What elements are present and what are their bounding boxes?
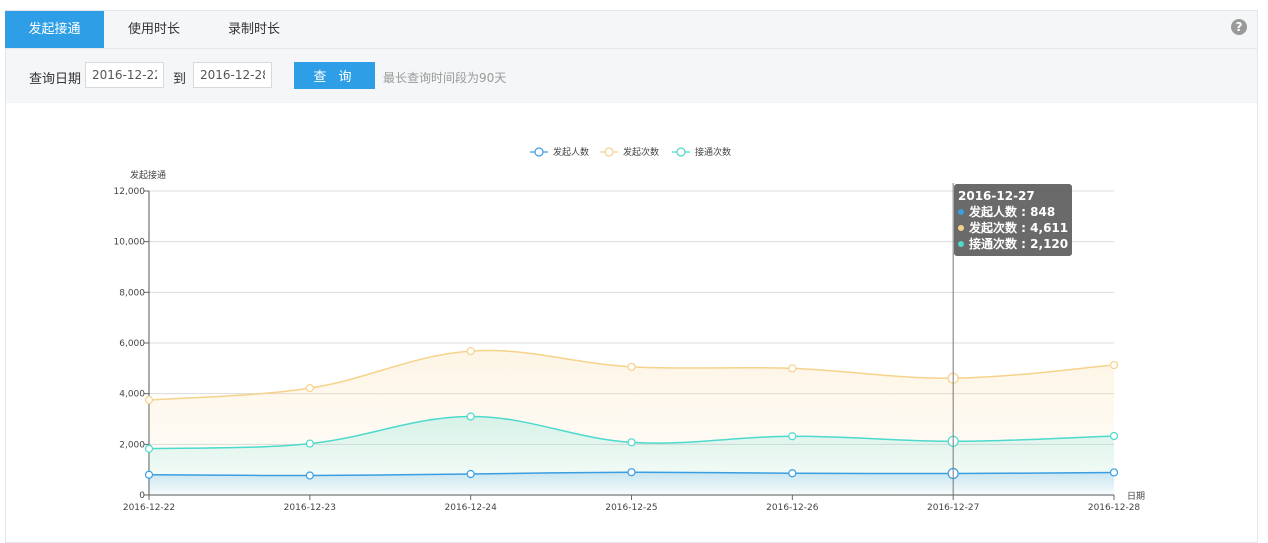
to-label: 到 [173,72,187,87]
tooltip-row: 发起人数 : 848 [958,204,1068,220]
data-point [144,470,154,479]
data-point [1109,468,1119,477]
y-tick-label: 2,000 [119,440,145,450]
data-point [305,471,314,480]
y-tick-label: 10,000 [114,238,146,248]
legend-marker [604,147,614,157]
tooltip-title: 2016-12-27 [958,189,1035,203]
query-range-hint: 最长查询时间段为90天 [383,71,507,85]
data-point [144,444,154,453]
x-tick-label: 2016-12-28 [1088,503,1141,513]
data-point [1109,360,1119,370]
data-point [466,412,475,421]
data-point [305,383,314,393]
tooltip-row-text: 接通次数 : 2,120 [969,237,1069,251]
filter-bar: 查询日期 到 查 询 最长查询时间段为90天 [6,49,1257,103]
x-tick-label: 2016-12-27 [927,503,979,513]
tab-initiate-connect[interactable]: 发起接通 [5,11,104,48]
data-point [788,364,797,373]
tooltip-row: 发起次数 : 4,611 [958,220,1068,236]
x-tick-label: 2016-12-26 [766,503,819,513]
tab-usage-duration[interactable]: 使用时长 [127,22,180,37]
tab-recording-duration[interactable]: 录制时长 [227,22,280,37]
data-point [627,362,636,371]
query-button[interactable]: 查 询 [294,62,375,89]
tooltip-row-text: 发起次数 : 4,611 [969,221,1069,235]
y-axis-label: 发起接通 [130,169,166,181]
x-tick-label: 2016-12-23 [284,503,336,513]
legend-label: 接通次数 [695,146,731,158]
question-circle-icon[interactable]: ? [1231,19,1247,35]
data-point [305,439,314,448]
y-tick-label: 6,000 [119,339,145,349]
legend-label: 发起次数 [623,146,659,158]
x-tick-label: 2016-12-24 [445,503,498,513]
legend-marker [676,147,686,157]
y-tick-label: 12,000 [114,187,146,197]
start-date-input[interactable] [85,62,164,88]
date-label: 查询日期 [29,72,82,87]
y-tick-label: 4,000 [119,390,145,400]
tooltip-row-text: 发起人数 : 848 [969,205,1056,219]
data-point [788,432,797,441]
legend-label: 发起人数 [553,146,589,158]
legend-marker [534,147,544,157]
x-tick-label: 2016-12-22 [123,503,175,513]
x-tick-label: 2016-12-25 [605,503,657,513]
y-tick-label: 8,000 [119,288,145,298]
series-dot-icon [958,241,964,247]
series-dot-icon [958,225,964,231]
y-tick-label: 0 [139,491,145,501]
data-point [1109,431,1119,441]
chart-tooltip: 2016-12-27 发起人数 : 848 发起次数 : 4,611 接通次数 … [954,184,1073,256]
series-dot-icon [958,209,964,215]
tab-bar: 发起接通 使用时长 录制时长 ? [5,11,1257,49]
end-date-input[interactable] [193,62,272,88]
data-point [466,469,475,479]
tooltip-row: 接通次数 : 2,120 [958,236,1068,252]
x-axis-label: 日期 [1127,491,1145,502]
data-point [466,347,475,356]
data-point [788,469,797,478]
data-point [144,395,154,405]
data-point [627,468,636,477]
series-area [149,472,1114,495]
data-point [627,438,636,447]
